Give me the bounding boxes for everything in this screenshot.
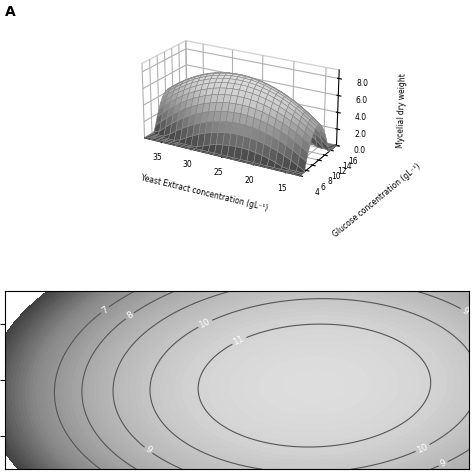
- X-axis label: Yeast Extract concentration (gL⁻¹): Yeast Extract concentration (gL⁻¹): [140, 173, 269, 213]
- Text: 10: 10: [416, 441, 430, 455]
- Text: 11: 11: [232, 334, 246, 347]
- Text: A: A: [5, 5, 16, 19]
- Text: 7: 7: [100, 304, 110, 315]
- Text: 9: 9: [460, 306, 470, 316]
- Text: 9: 9: [144, 445, 154, 456]
- Text: 9: 9: [439, 458, 448, 469]
- Text: 10: 10: [198, 317, 212, 330]
- Text: 8: 8: [125, 310, 135, 321]
- Y-axis label: Glucose concentration (gL⁻¹): Glucose concentration (gL⁻¹): [331, 162, 422, 239]
